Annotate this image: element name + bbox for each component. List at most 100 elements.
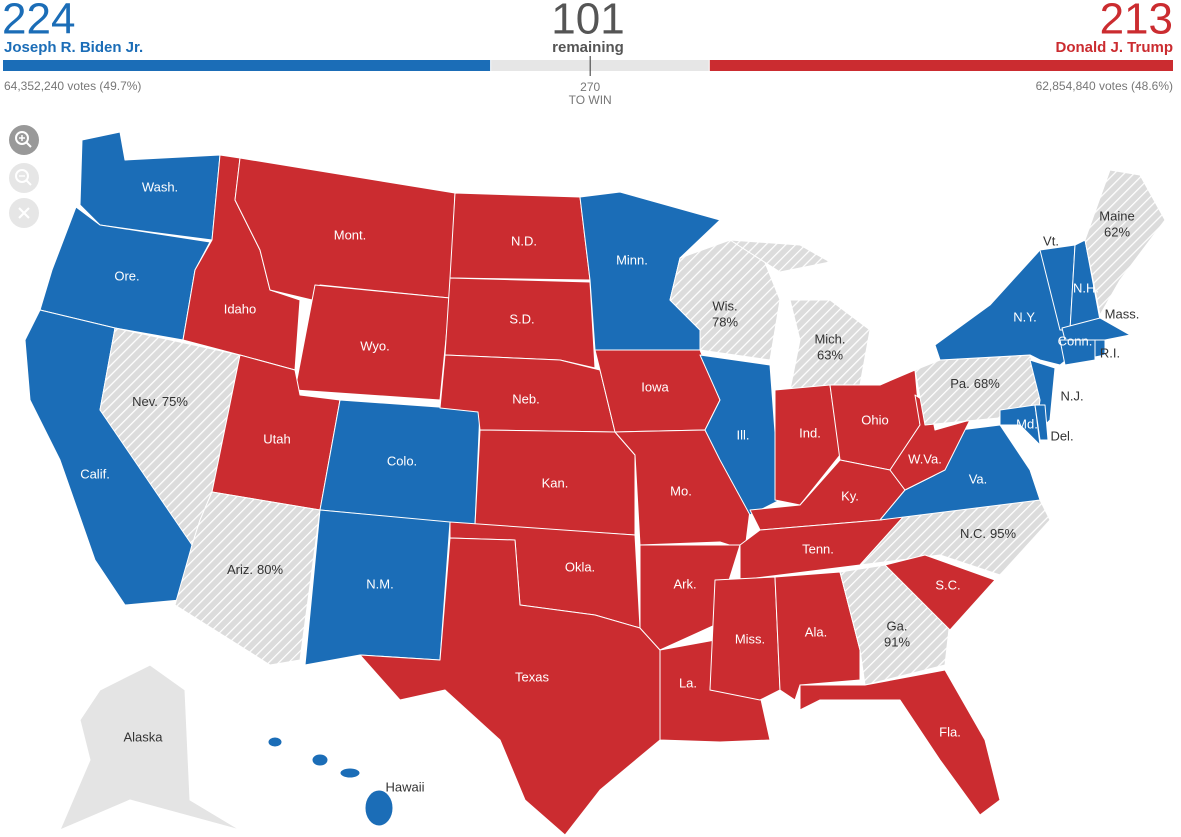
threshold-value: 270 [580, 80, 600, 94]
state-label: Pa. 68% [950, 376, 1000, 391]
state-label: N.Y. [1013, 309, 1037, 324]
state [1034, 404, 1049, 441]
state [799, 669, 1001, 816]
state-label: Wis. [712, 298, 737, 313]
state-label: N.M. [366, 576, 393, 591]
reset-button[interactable] [9, 198, 39, 228]
state [889, 394, 971, 491]
state [699, 354, 781, 516]
state-label: Hawaii [385, 779, 424, 794]
state-label: Tenn. [802, 541, 834, 556]
state [359, 537, 661, 836]
state-label: Calif. [80, 466, 110, 481]
zoom-in-button[interactable] [9, 125, 39, 155]
state-name: Pa. [950, 376, 970, 391]
trump-popular-vote: 62,854,840 votes (48.6%) [1036, 79, 1173, 93]
state-label: Ga. [887, 618, 908, 633]
reporting-pct: 62% [1104, 224, 1130, 239]
state-label: Ind. [799, 425, 821, 440]
state-label: Mo. [670, 483, 692, 498]
remaining-bar [491, 60, 709, 71]
trump-electoral-votes: 213 [1100, 0, 1173, 44]
reporting-pct: 95% [990, 526, 1016, 541]
state-label: Miss. [735, 631, 765, 646]
state-label: Fla. [939, 724, 961, 739]
reporting-pct: 91% [884, 634, 910, 649]
state-label: Ky. [841, 488, 859, 503]
state-name: Nev. [132, 394, 158, 409]
state-label: W.Va. [908, 451, 942, 466]
state-label: N.C. 95% [960, 526, 1016, 541]
remaining-count: 101 [551, 0, 624, 44]
state [1094, 339, 1106, 358]
state [709, 576, 781, 701]
trump-name: Donald J. Trump [1055, 39, 1173, 56]
state-label: N.J. [1060, 388, 1083, 403]
state-name: N.C. [960, 526, 986, 541]
zoom-controls [9, 125, 39, 228]
state-label: Idaho [224, 301, 257, 316]
state-label: Neb. [512, 391, 539, 406]
state-label: Maine [1099, 208, 1134, 223]
state [267, 736, 394, 827]
zoom-out-button[interactable] [9, 163, 39, 193]
state-label: Alaska [123, 729, 163, 744]
state-label: Wash. [142, 179, 178, 194]
state [1061, 317, 1131, 341]
state-label: N.D. [511, 233, 537, 248]
state-label: Okla. [565, 559, 595, 574]
threshold-label: TO WIN [569, 93, 612, 107]
biden-name: Joseph R. Biden Jr. [4, 39, 143, 56]
state [59, 664, 241, 831]
reporting-pct: 78% [712, 314, 738, 329]
reporting-pct: 63% [817, 347, 843, 362]
state [999, 404, 1041, 446]
state-labels: Wash. Ore. Calif. Nev. 75% Idaho Mont. Wyo. Utah… [80, 179, 1139, 794]
state-label: Ore. [114, 268, 139, 283]
remaining-label: remaining [552, 39, 624, 56]
state-label: S.D. [509, 311, 534, 326]
state-label: Minn. [616, 252, 648, 267]
state-label: Vt. [1043, 233, 1059, 248]
state [1059, 339, 1096, 366]
state [1084, 169, 1166, 316]
state-label: Iowa [641, 379, 669, 394]
state-label: N.H. [1073, 280, 1099, 295]
state-label: Conn. [1058, 333, 1093, 348]
state-label: Kan. [542, 475, 569, 490]
state-label: Texas [515, 669, 549, 684]
state-label: S.C. [935, 577, 960, 592]
state-label: Md. [1016, 416, 1038, 431]
state-label: Ark. [673, 576, 696, 591]
state-label: Ill. [737, 427, 750, 442]
state [174, 491, 321, 666]
state-label: Colo. [387, 453, 417, 468]
trump-bar [709, 60, 1173, 71]
state-label: La. [679, 675, 697, 690]
state-label: Ala. [805, 624, 827, 639]
state [884, 554, 996, 631]
state-label: Del. [1050, 428, 1073, 443]
reporting-pct: 68% [974, 376, 1000, 391]
state-label: R.I. [1100, 345, 1120, 360]
biden-popular-vote: 64,352,240 votes (49.7%) [4, 79, 141, 93]
state-label: Mich. [814, 331, 845, 346]
biden-bar [3, 60, 491, 71]
state-label: Ohio [861, 412, 888, 427]
state-name: Ariz. [227, 562, 253, 577]
state-label: Va. [969, 471, 988, 486]
biden-electoral-votes: 224 [2, 0, 75, 44]
state-label: Ariz. 80% [227, 562, 283, 577]
state-label: Utah [263, 431, 290, 446]
state-label: Mass. [1105, 306, 1140, 321]
state [294, 284, 451, 401]
state-label: Nev. 75% [132, 394, 188, 409]
reporting-pct: 80% [257, 562, 283, 577]
state-label: Mont. [334, 227, 367, 242]
state [774, 384, 841, 506]
state-label: Wyo. [360, 338, 390, 353]
states [24, 131, 1166, 836]
state [474, 429, 636, 536]
